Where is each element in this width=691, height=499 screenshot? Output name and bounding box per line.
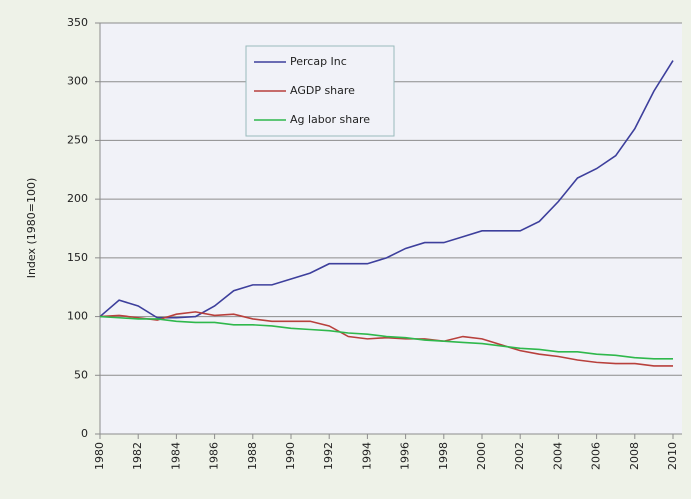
y-tick-label: 200 [67, 192, 88, 205]
y-tick-label: 150 [67, 251, 88, 264]
x-tick-label: 1992 [322, 442, 335, 470]
data-line [99, 60, 674, 319]
data-line [99, 315, 673, 360]
x-tick-label: 2006 [590, 442, 603, 470]
x-tick-label: 1998 [437, 442, 450, 470]
legend-label: Ag labor share [290, 113, 370, 126]
legend-label: Percap Inc [290, 55, 347, 68]
x-tick-label: 2008 [628, 442, 641, 470]
y-tick-label: 100 [67, 310, 88, 323]
x-tick-label: 2002 [513, 442, 526, 470]
x-tick-label: 1988 [246, 442, 259, 470]
y-axis-label: Index (1980=100) [25, 178, 38, 279]
data-line [99, 311, 673, 367]
y-tick-label: 0 [81, 427, 88, 440]
x-tick-label: 1986 [208, 442, 221, 470]
x-tick-label: 1984 [169, 442, 182, 470]
x-tick-label: 2000 [475, 442, 488, 470]
legend-label: AGDP share [290, 84, 355, 97]
x-tick-label: 2010 [666, 442, 679, 470]
y-tick-label: 250 [67, 133, 88, 146]
x-tick-label: 1982 [131, 442, 144, 470]
x-tick-label: 1980 [93, 442, 106, 470]
y-tick-label: 50 [74, 368, 88, 381]
x-tick-label: 1994 [360, 442, 373, 470]
x-tick-label: 2004 [551, 442, 564, 470]
y-tick-label: 300 [67, 75, 88, 88]
x-tick-label: 1990 [284, 442, 297, 470]
x-tick-label: 1996 [399, 442, 412, 470]
y-tick-label: 350 [67, 16, 88, 29]
